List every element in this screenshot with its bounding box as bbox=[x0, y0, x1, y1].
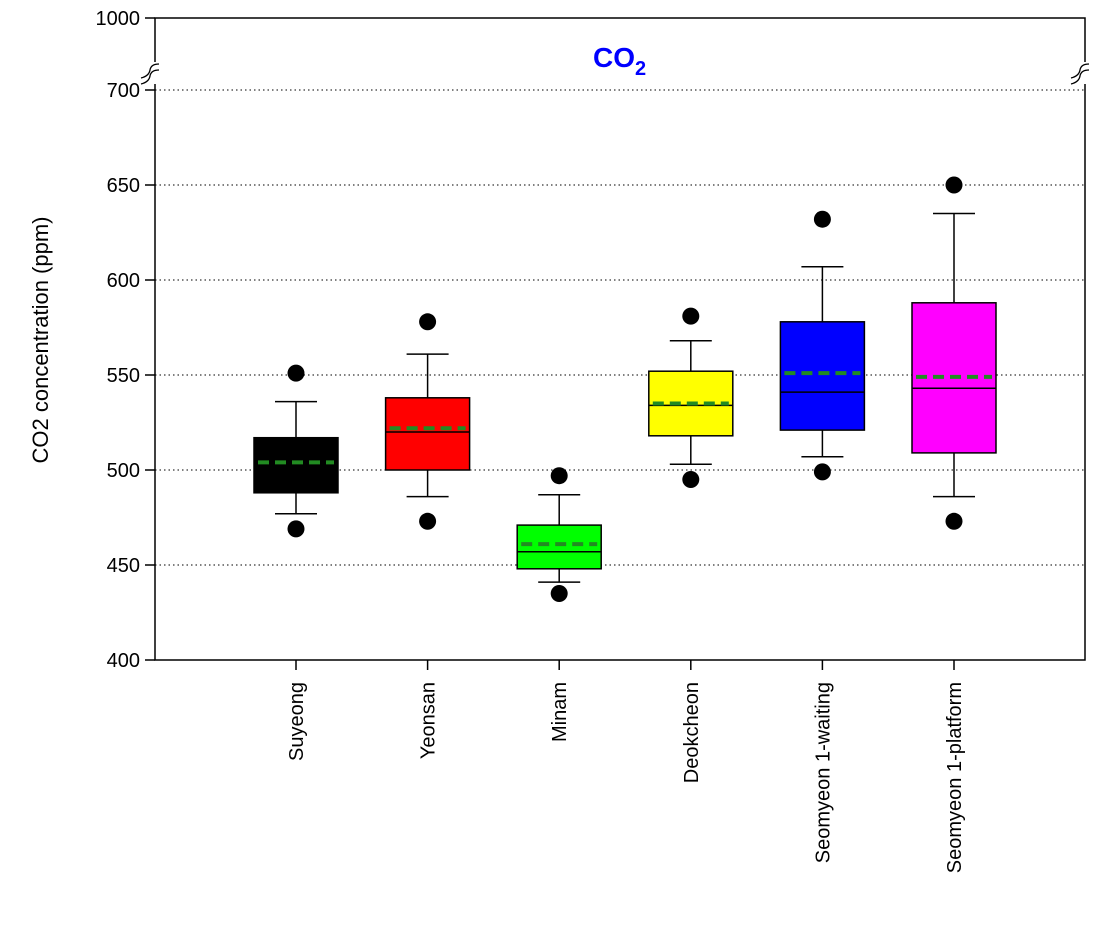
x-tick-label: Seomyeon 1-platform bbox=[944, 682, 966, 873]
axis-break-gap bbox=[1071, 62, 1099, 84]
iqr-box bbox=[384, 397, 471, 471]
iqr-box bbox=[253, 436, 339, 494]
x-tick-label: Minam bbox=[549, 682, 571, 742]
x-tick-label: Yeonsan bbox=[418, 682, 440, 759]
outlier-point bbox=[813, 210, 831, 228]
y-tick-label: 550 bbox=[107, 365, 140, 387]
outlier-point bbox=[550, 585, 568, 602]
outlier-point bbox=[682, 471, 700, 488]
y-tick-label: 450 bbox=[107, 555, 140, 577]
outlier-point bbox=[682, 307, 700, 325]
y-tick-label: 650 bbox=[107, 175, 140, 197]
axis-break-curve bbox=[140, 69, 160, 85]
x-tick-label: Seomyeon 1-waiting bbox=[812, 682, 834, 863]
chart-title-main: CO bbox=[593, 42, 635, 73]
outlier-point bbox=[419, 512, 437, 530]
axis-break-curve bbox=[1070, 63, 1090, 79]
axis-break-gap bbox=[141, 62, 169, 84]
x-tick-label: Suyeong bbox=[286, 682, 308, 761]
iqr-box bbox=[516, 524, 602, 570]
x-tick-label: Deokcheon bbox=[681, 682, 703, 783]
y-axis-title: CO2 concentration (ppm) bbox=[28, 217, 53, 464]
chart-title-subscript: 2 bbox=[635, 58, 646, 80]
outlier-point bbox=[945, 512, 963, 530]
outlier-point bbox=[550, 467, 568, 485]
axis-break-curve bbox=[1070, 69, 1090, 85]
outlier-point bbox=[945, 176, 963, 194]
outlier-point bbox=[419, 313, 437, 331]
chart-title: CO2 bbox=[593, 42, 646, 80]
box-2 bbox=[516, 467, 602, 602]
outlier-point bbox=[287, 364, 305, 382]
outlier-point bbox=[813, 463, 831, 481]
y-tick-label: 500 bbox=[107, 460, 140, 482]
y-axis-ticks: 400 450 500 550 600 650 700 1000 bbox=[96, 8, 155, 672]
box-5 bbox=[911, 176, 997, 530]
box-4 bbox=[779, 210, 866, 481]
box-series bbox=[253, 176, 997, 602]
x-axis-tick-labels: Suyeong Yeonsan Minam Deokcheon Seomyeon 1-w… bbox=[286, 660, 966, 873]
y-tick-label: 1000 bbox=[96, 8, 141, 30]
iqr-box bbox=[779, 321, 866, 431]
axis-break-marks bbox=[140, 62, 1099, 85]
box-0 bbox=[253, 364, 339, 538]
box-3 bbox=[648, 307, 734, 488]
y-tick-label: 700 bbox=[107, 80, 140, 102]
axis-break-curve bbox=[140, 63, 160, 79]
plot-frame bbox=[154, 17, 1086, 661]
outlier-point bbox=[287, 520, 305, 538]
box-1 bbox=[384, 313, 471, 530]
y-tick-label: 400 bbox=[107, 650, 140, 672]
y-tick-label: 600 bbox=[107, 270, 140, 292]
